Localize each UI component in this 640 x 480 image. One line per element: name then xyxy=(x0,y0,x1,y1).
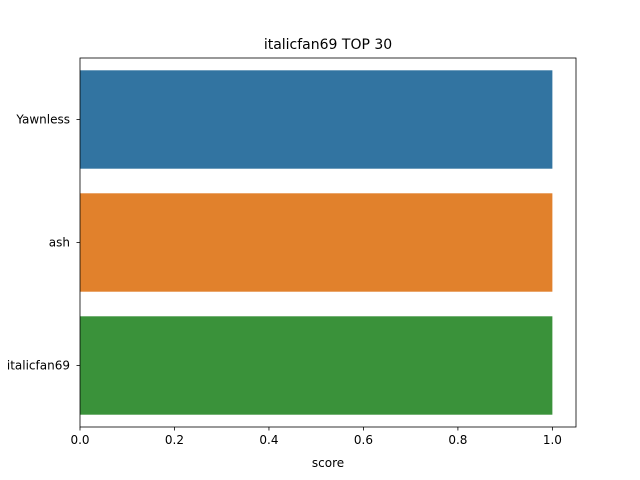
x-axis-label: score xyxy=(312,456,344,470)
bar-italicfan69 xyxy=(80,316,553,415)
y-tick-label: Yawnless xyxy=(15,113,70,127)
x-tick-label: 0.0 xyxy=(70,433,89,447)
chart-title: italicfan69 TOP 30 xyxy=(264,37,392,53)
y-tick-label: italicfan69 xyxy=(7,359,70,373)
bars-group xyxy=(80,70,553,415)
x-tick-label: 0.8 xyxy=(448,433,467,447)
x-tick-label: 1.0 xyxy=(543,433,562,447)
x-tick-label: 0.4 xyxy=(259,433,278,447)
x-tick-label: 0.6 xyxy=(354,433,373,447)
plot-frame xyxy=(79,57,577,428)
x-tick-label: 0.2 xyxy=(165,433,184,447)
bar-ash xyxy=(80,193,553,292)
y-tick-label: ash xyxy=(49,236,70,250)
axes-group: Yawnless ash italicfan69 0.0 0.2 0.4 0.6 0.8 1.0 xyxy=(7,57,577,447)
bar-yawnless xyxy=(80,70,553,169)
